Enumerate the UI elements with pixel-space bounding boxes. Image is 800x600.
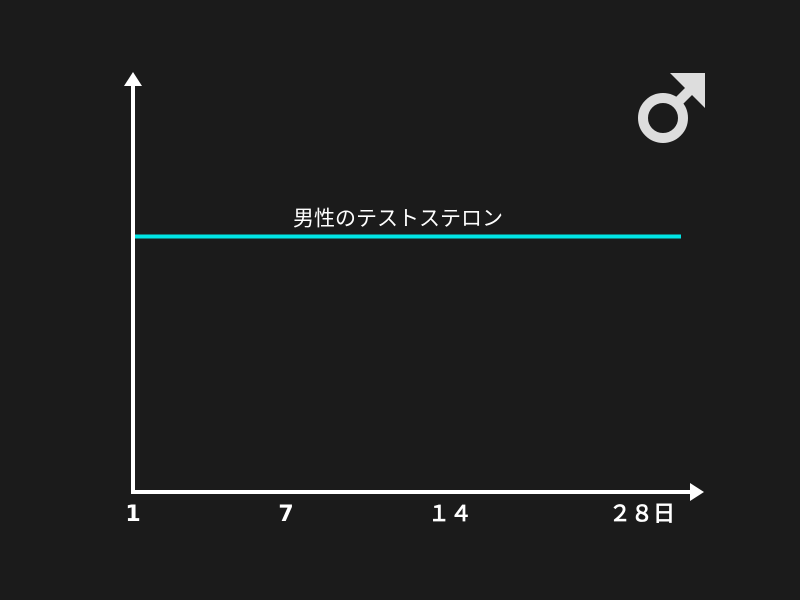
x-tick-label: 1 (125, 502, 140, 527)
x-tick-label: ２８日 (609, 502, 675, 527)
male-symbol-icon (638, 73, 705, 143)
x-tick-label: 7 (278, 502, 293, 527)
y-axis (124, 72, 142, 493)
series-label: 男性のテストステロン (293, 207, 503, 231)
x-axis (131, 483, 704, 501)
x-axis-arrow (690, 483, 704, 501)
y-axis-arrow (124, 72, 142, 86)
x-tick-label: １４ (428, 502, 472, 527)
